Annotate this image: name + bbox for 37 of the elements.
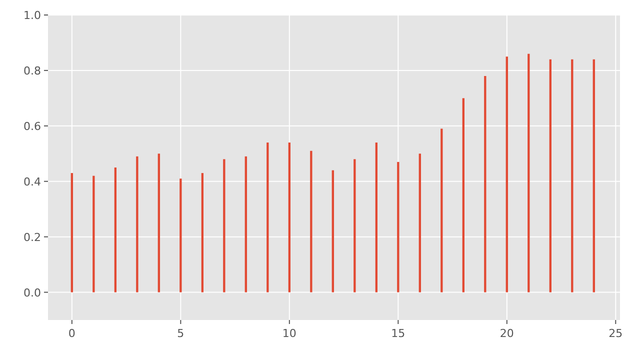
bar (484, 76, 486, 292)
bar (180, 178, 182, 292)
bar (440, 128, 443, 292)
bar (266, 142, 269, 292)
bar (375, 142, 378, 292)
bar (506, 56, 508, 292)
y-tick-label: 0.0 (24, 286, 41, 300)
bar (201, 173, 204, 292)
bar (549, 59, 552, 292)
bar (528, 54, 530, 292)
bar (114, 168, 117, 292)
bar (592, 59, 595, 292)
bar (288, 142, 290, 292)
x-tick-label: 10 (282, 327, 296, 340)
x-tick-label: 20 (500, 327, 514, 340)
bar (418, 154, 421, 292)
bar (462, 98, 464, 292)
bar (158, 154, 160, 292)
x-tick-label: 25 (608, 327, 623, 340)
x-tick-label: 5 (177, 327, 184, 340)
y-tick-label: 0.4 (24, 175, 41, 188)
bar (92, 176, 95, 292)
bar (332, 170, 334, 292)
bar (244, 156, 248, 292)
bar (397, 162, 400, 292)
x-tick-label: 0 (68, 327, 76, 340)
bar (70, 173, 74, 292)
y-tick-label: 0.6 (24, 120, 41, 133)
bar (354, 159, 356, 292)
y-tick-label: 0.8 (24, 64, 41, 78)
y-tick-label: 0.2 (24, 230, 41, 244)
bar (136, 156, 138, 292)
bar (310, 150, 312, 292)
y-tick-label: 1.0 (24, 9, 41, 22)
bar (223, 159, 226, 292)
bar (571, 59, 574, 292)
x-tick-label: 15 (391, 327, 406, 340)
